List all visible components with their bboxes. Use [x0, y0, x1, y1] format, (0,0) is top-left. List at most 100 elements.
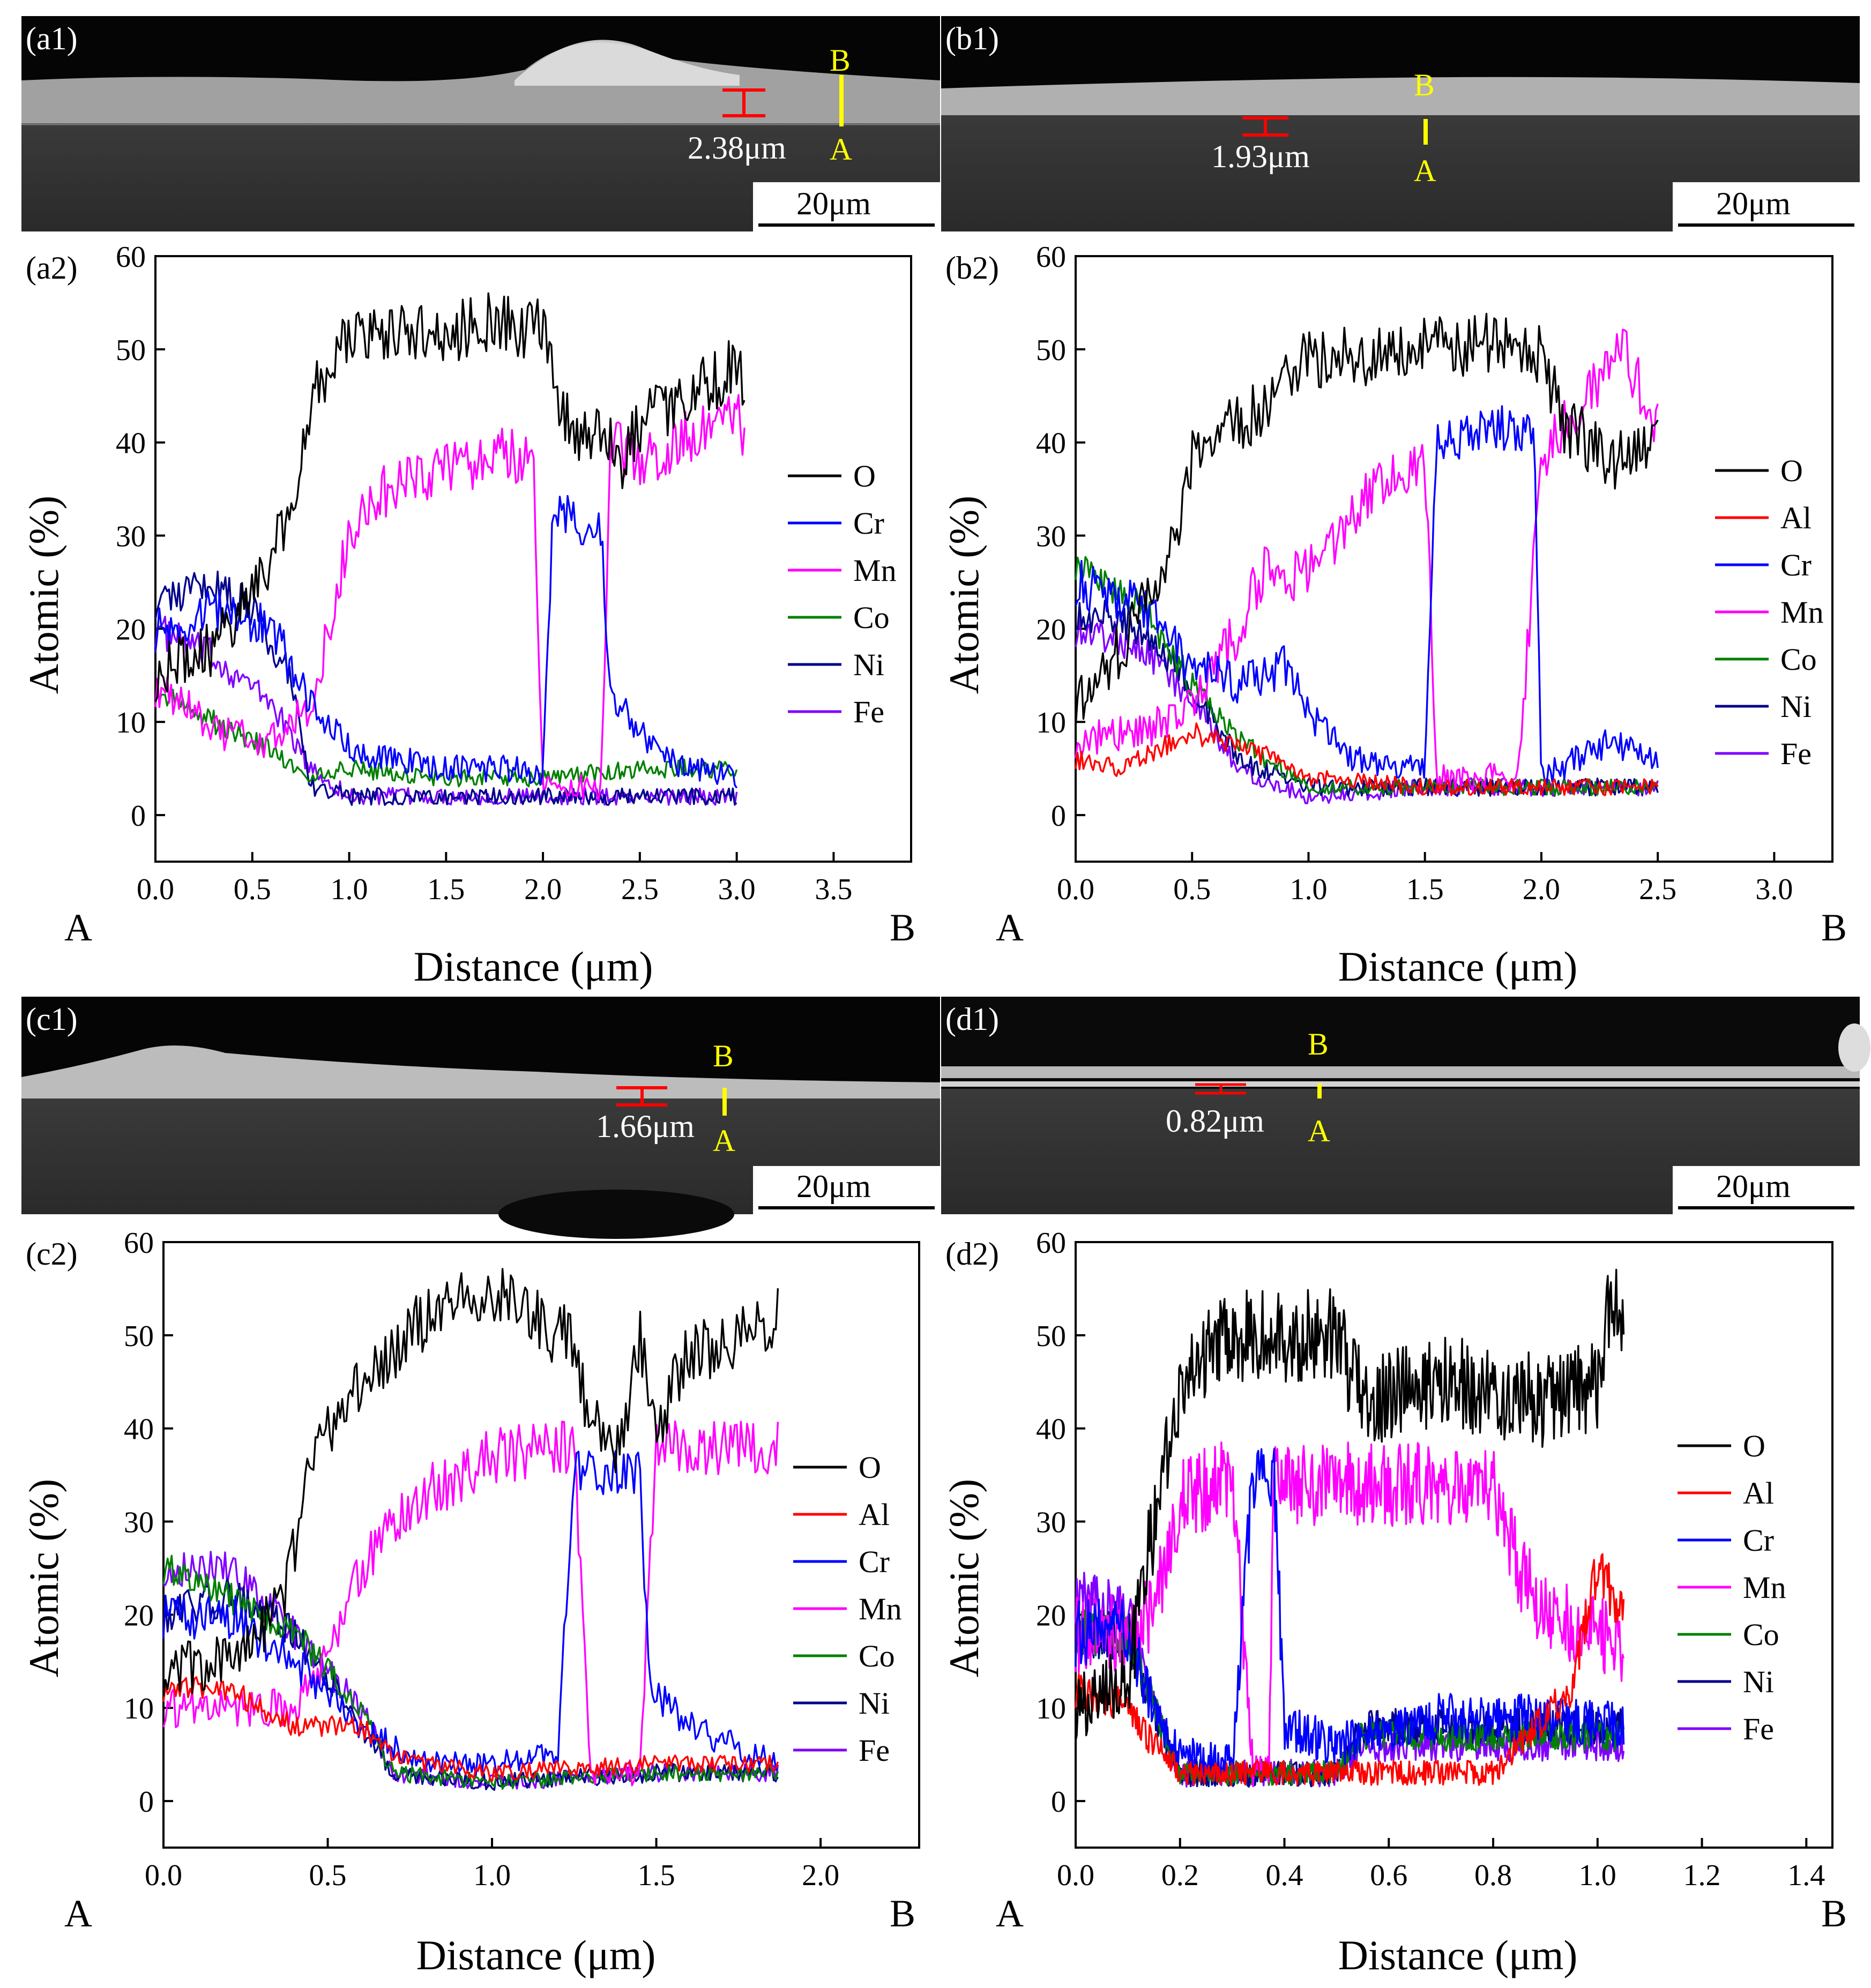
series-line-cr — [162, 1450, 778, 1777]
y-axis-label: Atomic (%) — [941, 1479, 987, 1677]
y-tick-label: 60 — [116, 241, 146, 274]
y-tick-label: 60 — [124, 1227, 154, 1260]
thickness-label: 2.38μm — [688, 130, 786, 166]
endpoint-b-label: B — [890, 906, 915, 949]
scale-bar-box — [753, 182, 940, 231]
chart-c2: (c2) Atomic (%) Distance (μm) A B 0.0 0.5… — [20, 1227, 920, 1978]
sem-surface-layer — [21, 42, 940, 123]
sem-surface-layer — [21, 1045, 940, 1098]
scale-bar-box — [1673, 182, 1860, 231]
y-tick-label: 50 — [116, 334, 146, 367]
endpoint-b-label: B — [1821, 906, 1847, 949]
x-tick-label: 3.0 — [718, 873, 756, 906]
x-tick-label: 0.0 — [145, 1859, 182, 1892]
marker-a: A — [713, 1123, 735, 1158]
marker-a: A — [1414, 153, 1436, 188]
endpoint-a-label: A — [996, 906, 1024, 949]
legend: O Al Cr Mn Co Ni Fe — [793, 1450, 902, 1768]
x-tick-label: 0.5 — [1173, 873, 1211, 906]
plot-frame — [1075, 255, 1833, 863]
y-tick-label: 0 — [1051, 799, 1066, 833]
legend-label-fe: Fe — [1780, 736, 1812, 771]
y-tick-label: 30 — [1036, 1506, 1066, 1539]
y-tick-label: 30 — [124, 1506, 154, 1539]
y-tick-label: 10 — [116, 706, 146, 739]
series-line-co — [1075, 556, 1659, 796]
x-tick-label: 1.0 — [1289, 873, 1327, 906]
x-tick-label: 1.0 — [1579, 1859, 1616, 1892]
x-tick-label: 1.5 — [427, 873, 465, 906]
x-axis-label: Distance (μm) — [416, 1932, 656, 1978]
sem-panel-label: (d1) — [945, 1002, 999, 1037]
x-tick-label: 2.5 — [621, 873, 659, 906]
series-line-cr — [154, 495, 738, 789]
series-line-mn — [1075, 1441, 1625, 1788]
marker-b: B — [1414, 68, 1435, 102]
y-tick-label: 20 — [124, 1599, 154, 1632]
sem-panel-label: (a1) — [26, 21, 78, 56]
legend-label-mn: Mn — [1743, 1570, 1786, 1605]
endpoint-a-label: A — [64, 906, 92, 949]
chart-d2: (d2) Atomic (%) Distance (μm) A B 0.0 0.2… — [941, 1227, 1847, 1978]
y-tick-label: 30 — [116, 520, 146, 554]
y-tick-label: 10 — [1036, 706, 1066, 739]
x-tick-label: 0.8 — [1474, 1859, 1512, 1892]
y-tick-label: 40 — [116, 427, 146, 460]
legend-label-o: O — [853, 459, 876, 494]
x-tick-label: 1.5 — [1406, 873, 1444, 906]
legend-label-fe: Fe — [1743, 1712, 1774, 1746]
y-tick-label: 60 — [1036, 1227, 1066, 1260]
y-tick-label: 50 — [1036, 334, 1066, 367]
x-tick-label: 2.0 — [1523, 873, 1560, 906]
legend-label-fe: Fe — [853, 694, 884, 729]
plot-area: 0.0 0.5 1.0 1.5 2.0 2.5 3.0 3.5 0 10 20 30 40 50 60 — [116, 241, 912, 906]
chart-panel-label: (b2) — [945, 250, 999, 286]
x-tick-label: 0.0 — [1057, 1859, 1094, 1892]
y-tick-label: 0 — [1051, 1785, 1066, 1819]
y-tick-label: 10 — [124, 1692, 154, 1725]
legend-label-al: Al — [1780, 500, 1812, 535]
plot-area: 0.0 0.5 1.0 1.5 2.0 2.5 3.0 0 10 20 30 40 50 60 — [1036, 241, 1833, 906]
legend-label-ni: Ni — [1780, 689, 1812, 724]
x-tick-label: 1.5 — [638, 1859, 675, 1892]
series-line-o — [1075, 312, 1659, 727]
series-line-o — [154, 292, 746, 702]
series-line-ni — [154, 570, 737, 806]
legend: O Al Cr Mn Co Ni Fe — [1715, 453, 1824, 771]
x-tick-label: 1.0 — [473, 1859, 511, 1892]
series-line-o — [1075, 1268, 1625, 1741]
legend: O Cr Mn Co Ni Fe — [788, 459, 897, 729]
legend-label-al: Al — [859, 1497, 890, 1532]
legend-label-o: O — [1743, 1429, 1765, 1463]
legend-label-mn: Mn — [1780, 595, 1824, 630]
endpoint-a-label: A — [64, 1892, 92, 1935]
sem-debris — [515, 40, 740, 86]
legend-label-co: Co — [859, 1639, 895, 1673]
marker-b: B — [830, 43, 851, 78]
y-axis-label: Atomic (%) — [20, 496, 67, 694]
x-tick-label: 0.2 — [1161, 1859, 1199, 1892]
legend-label-cr: Cr — [1780, 548, 1812, 582]
thickness-bar — [616, 1086, 667, 1107]
y-tick-label: 40 — [1036, 1413, 1066, 1446]
sem-image-a1: (a1) 2.38μm B A 20μm — [21, 16, 940, 231]
x-tick-label: 1.2 — [1683, 1859, 1721, 1892]
series-line-mn — [154, 394, 746, 802]
legend-label-cr: Cr — [859, 1544, 890, 1579]
scale-bar-label: 20μm — [796, 186, 871, 221]
thickness-label: 1.66μm — [596, 1109, 695, 1144]
y-tick-label: 40 — [1036, 427, 1066, 460]
x-tick-label: 0.0 — [1057, 873, 1094, 906]
marker-a: A — [1308, 1113, 1330, 1148]
x-tick-label: 2.5 — [1639, 873, 1676, 906]
y-tick-label: 60 — [1036, 241, 1066, 274]
thickness-bar — [1195, 1083, 1246, 1095]
legend-label-ni: Ni — [859, 1686, 890, 1721]
endpoint-b-label: B — [890, 1892, 915, 1935]
y-tick-label: 0 — [139, 1785, 154, 1819]
sem-image-b1: (b1) 1.93μm B A 20μm — [941, 16, 1860, 231]
marker-b: B — [713, 1038, 734, 1073]
plot-frame — [154, 255, 912, 863]
x-axis-label: Distance (μm) — [414, 943, 653, 990]
